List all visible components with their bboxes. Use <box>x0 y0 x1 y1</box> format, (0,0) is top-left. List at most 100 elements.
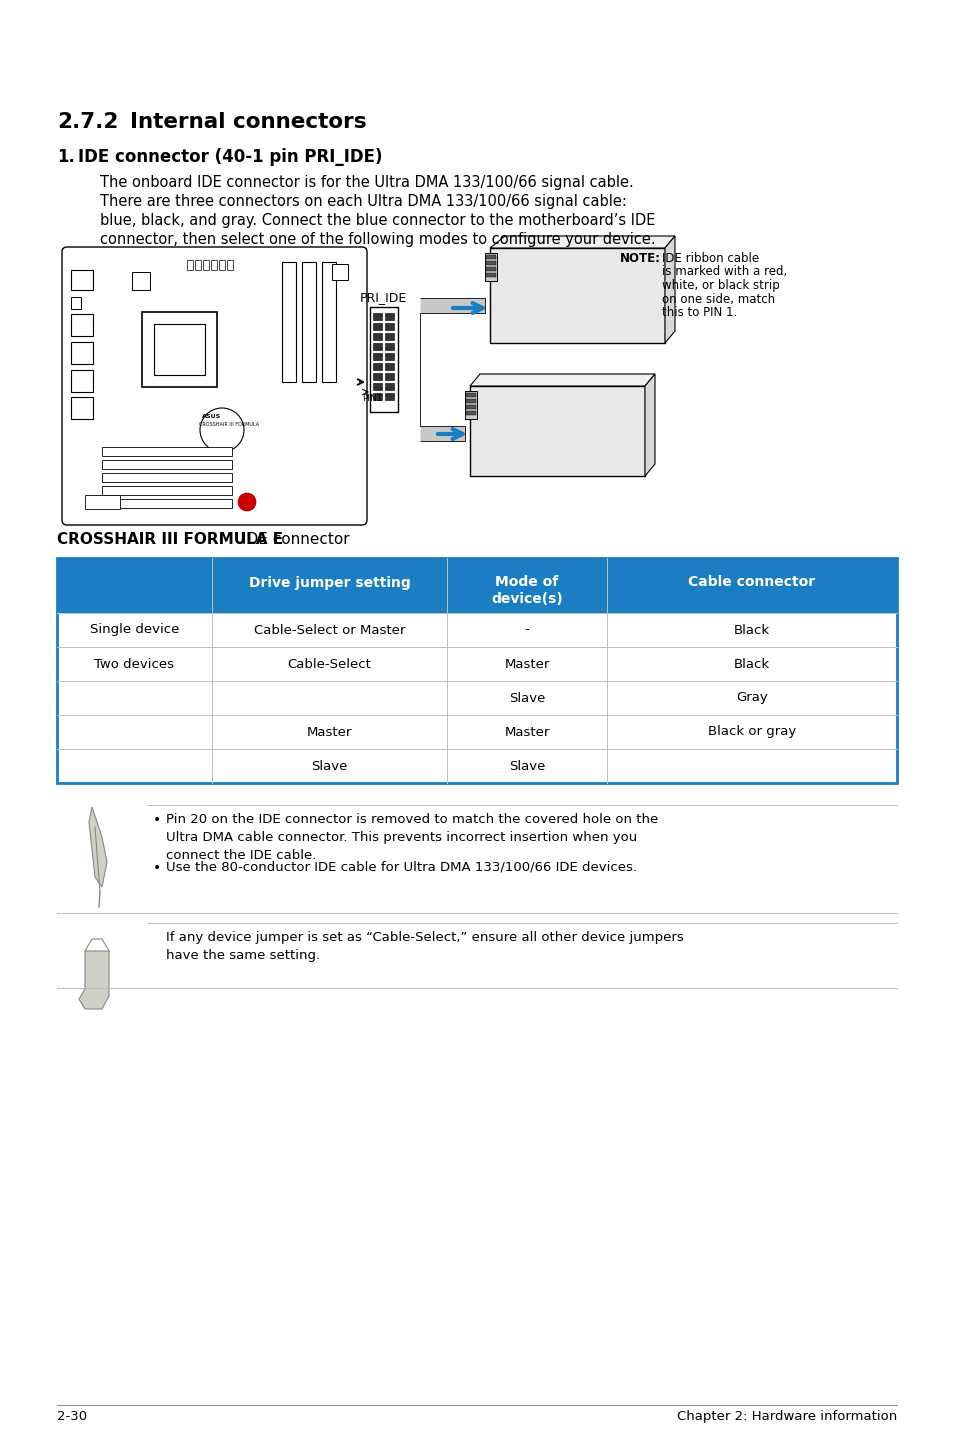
Bar <box>465 406 476 408</box>
Bar <box>373 324 381 329</box>
Text: -: - <box>524 624 529 637</box>
Bar <box>194 260 201 270</box>
Bar <box>465 411 476 416</box>
Bar <box>57 558 896 613</box>
Bar <box>373 313 381 321</box>
Text: Slave: Slave <box>508 759 544 772</box>
Text: There are three connectors on each Ultra DMA 133/100/66 signal cable:: There are three connectors on each Ultra… <box>100 194 626 209</box>
Text: 2.7.2: 2.7.2 <box>57 112 118 132</box>
Bar <box>71 370 92 393</box>
Text: Cable-Select: Cable-Select <box>287 657 371 670</box>
Text: Master: Master <box>504 726 549 739</box>
Text: Slave: Slave <box>311 759 347 772</box>
Text: 2-30: 2-30 <box>57 1411 87 1424</box>
Polygon shape <box>644 374 655 476</box>
Text: Internal connectors: Internal connectors <box>130 112 366 132</box>
Text: IDE connector: IDE connector <box>242 532 349 546</box>
Bar <box>470 385 644 476</box>
Text: NOTE:: NOTE: <box>619 252 660 265</box>
Text: 1.: 1. <box>57 148 74 165</box>
Polygon shape <box>89 807 107 887</box>
Text: is marked with a red,: is marked with a red, <box>661 266 786 279</box>
Text: Black: Black <box>733 624 769 637</box>
Text: CROSSHAIR III FORMULA: CROSSHAIR III FORMULA <box>199 421 259 427</box>
Bar <box>385 393 394 400</box>
Text: ASUS: ASUS <box>202 414 221 418</box>
Bar <box>203 260 209 270</box>
Bar <box>102 473 232 482</box>
Text: Single device: Single device <box>90 624 179 637</box>
Bar <box>211 260 216 270</box>
Bar <box>373 393 381 400</box>
Bar <box>71 342 92 364</box>
Text: this to PIN 1.: this to PIN 1. <box>661 306 737 319</box>
Text: PIN1: PIN1 <box>361 394 382 403</box>
Bar <box>187 260 193 270</box>
Bar <box>485 262 496 265</box>
Bar <box>332 265 348 280</box>
Text: white, or black strip: white, or black strip <box>661 279 779 292</box>
Bar <box>385 324 394 329</box>
Text: Cable connector: Cable connector <box>688 575 815 590</box>
Text: The onboard IDE connector is for the Ultra DMA 133/100/66 signal cable.: The onboard IDE connector is for the Ult… <box>100 175 633 190</box>
Text: Master: Master <box>307 726 352 739</box>
Bar <box>370 306 397 413</box>
Bar <box>85 495 120 509</box>
Text: •: • <box>152 861 161 874</box>
Bar <box>142 312 216 387</box>
Bar <box>227 260 233 270</box>
Bar <box>71 270 92 290</box>
Bar <box>385 352 394 360</box>
Polygon shape <box>419 298 484 441</box>
Text: IDE connector (40-1 pin PRI_IDE): IDE connector (40-1 pin PRI_IDE) <box>78 148 382 165</box>
Text: Master: Master <box>504 657 549 670</box>
Text: •: • <box>152 812 161 827</box>
Bar <box>102 499 232 508</box>
Text: IDE ribbon cable: IDE ribbon cable <box>661 252 759 265</box>
Bar <box>373 334 381 339</box>
Text: CROSSHAIR III FORMULA E: CROSSHAIR III FORMULA E <box>57 532 283 546</box>
Text: Chapter 2: Hardware information: Chapter 2: Hardware information <box>676 1411 896 1424</box>
Bar <box>490 247 664 344</box>
Bar <box>385 334 394 339</box>
Text: Use the 80-conductor IDE cable for Ultra DMA 133/100/66 IDE devices.: Use the 80-conductor IDE cable for Ultra… <box>166 861 637 874</box>
Text: Slave: Slave <box>508 692 544 705</box>
Bar <box>385 372 394 380</box>
Bar <box>102 460 232 469</box>
Text: blue, black, and gray. Connect the blue connector to the motherboard’s IDE: blue, black, and gray. Connect the blue … <box>100 213 655 229</box>
Bar <box>485 267 496 270</box>
Bar <box>385 344 394 349</box>
Polygon shape <box>490 236 675 247</box>
Polygon shape <box>664 236 675 344</box>
Text: connector, then select one of the following modes to configure your device.: connector, then select one of the follow… <box>100 232 655 247</box>
Bar <box>132 272 150 290</box>
Bar <box>385 362 394 370</box>
Bar <box>57 558 896 784</box>
Bar <box>373 362 381 370</box>
Text: Gray: Gray <box>736 692 767 705</box>
Bar <box>385 383 394 390</box>
Bar <box>71 397 92 418</box>
Text: Pin 20 on the IDE connector is removed to match the covered hole on the
Ultra DM: Pin 20 on the IDE connector is removed t… <box>166 812 658 861</box>
Text: PRI_IDE: PRI_IDE <box>359 290 407 303</box>
Bar <box>102 447 232 456</box>
Bar <box>373 372 381 380</box>
Bar <box>465 393 476 397</box>
FancyBboxPatch shape <box>62 247 367 525</box>
Text: Black or gray: Black or gray <box>707 726 796 739</box>
Bar <box>484 253 497 280</box>
Bar <box>373 352 381 360</box>
Text: Mode of
device(s): Mode of device(s) <box>491 575 562 605</box>
Bar <box>485 255 496 259</box>
Text: Cable-Select or Master: Cable-Select or Master <box>253 624 405 637</box>
Circle shape <box>237 493 255 510</box>
Bar <box>322 262 335 383</box>
Text: Black: Black <box>733 657 769 670</box>
Bar <box>485 273 496 278</box>
Polygon shape <box>470 374 655 385</box>
Polygon shape <box>79 951 109 1009</box>
Bar <box>102 486 232 495</box>
Bar <box>282 262 295 383</box>
Text: Two devices: Two devices <box>94 657 174 670</box>
Bar <box>219 260 225 270</box>
